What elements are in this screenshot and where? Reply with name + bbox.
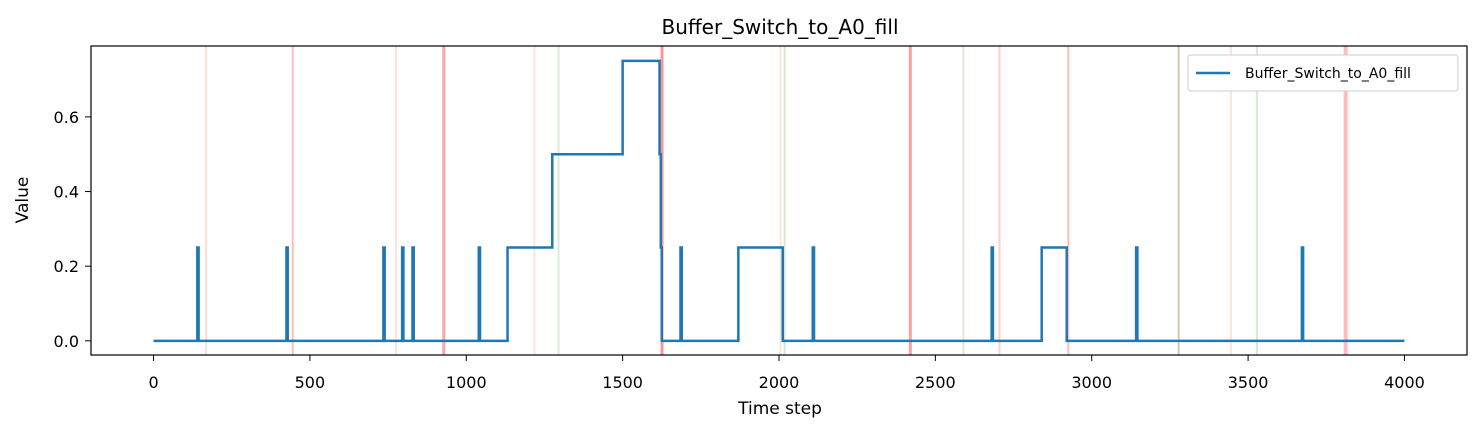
series-layer: [153, 59, 1405, 343]
x-tick-label: 1500: [602, 373, 643, 392]
x-tick-label: 3000: [1071, 373, 1112, 392]
legend: Buffer_Switch_to_A0_fill: [1187, 54, 1459, 92]
chart-title: Buffer_Switch_to_A0_fill: [661, 15, 898, 39]
x-tick-label: 0: [148, 373, 158, 392]
x-tick-label: 500: [295, 373, 326, 392]
x-axis-label: Time step: [737, 399, 822, 419]
y-tick-label: 0.0: [54, 332, 79, 351]
x-tick-label: 2500: [915, 373, 956, 392]
axes-layer: 0 500 1000 1500 2000 2500 3000 3500 4000 0.0 0.2 0.…: [54, 108, 1425, 392]
legend-box: [1187, 54, 1459, 92]
x-tick-label: 4000: [1384, 373, 1425, 392]
x-tick-label: 3500: [1228, 373, 1269, 392]
y-axis-label: Value: [13, 177, 33, 224]
legend-series-label: Buffer_Switch_to_A0_fill: [1245, 66, 1411, 82]
y-tick-label: 0.2: [54, 257, 79, 276]
plot-frame: [90, 45, 1468, 356]
y-tick-label: 0.6: [54, 108, 79, 127]
x-tick-label: 1000: [446, 373, 487, 392]
y-tick-label: 0.4: [54, 183, 79, 202]
event-lines-layer: [205, 46, 1348, 355]
series-line: [153, 59, 1405, 343]
x-tick-label: 2000: [759, 373, 800, 392]
